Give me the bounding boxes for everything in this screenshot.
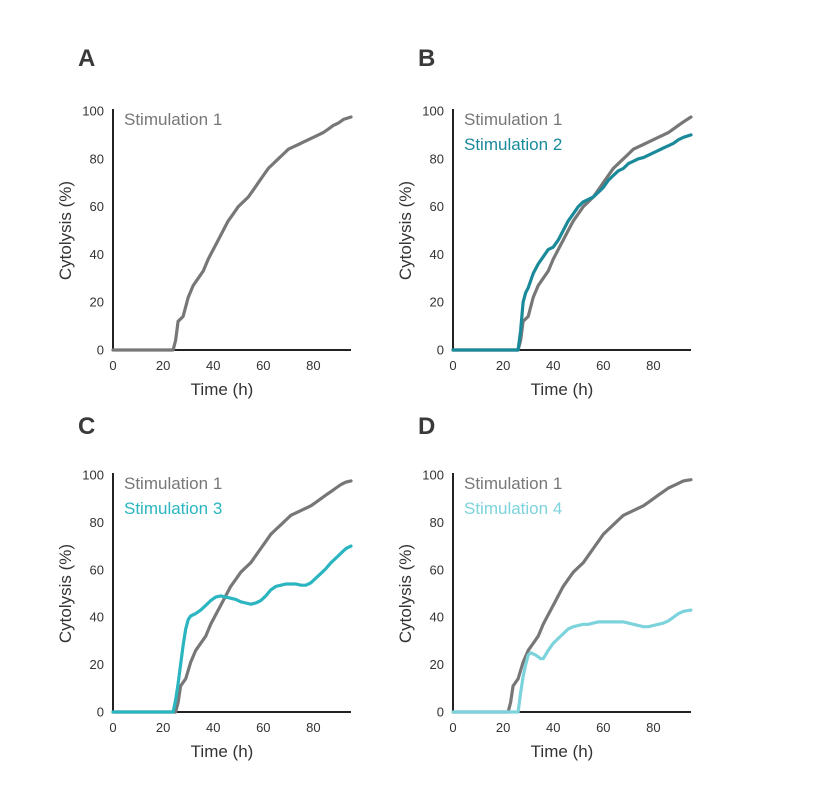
- x-axis-title: Time (h): [531, 742, 594, 761]
- x-tick-label: 40: [546, 720, 560, 735]
- y-tick-label: 0: [97, 343, 104, 358]
- y-tick-label: 0: [97, 705, 104, 720]
- y-tick-label: 60: [430, 562, 444, 577]
- x-tick-label: 40: [206, 358, 220, 373]
- legend-entry: Stimulation 4: [464, 499, 562, 518]
- panel-letter: B: [418, 45, 435, 72]
- y-tick-label: 60: [430, 199, 444, 214]
- y-tick-label: 100: [422, 468, 444, 483]
- y-tick-label: 60: [90, 199, 104, 214]
- x-tick-label: 20: [496, 720, 510, 735]
- y-tick-label: 40: [430, 247, 444, 262]
- x-tick-label: 60: [596, 358, 610, 373]
- x-tick-label: 40: [546, 358, 560, 373]
- x-tick-label: 60: [256, 720, 270, 735]
- y-tick-label: 80: [90, 151, 104, 166]
- x-axis-title: Time (h): [191, 742, 254, 761]
- series-line-stimulation-1: [111, 479, 353, 714]
- x-tick-label: 40: [206, 720, 220, 735]
- series-line-stimulation-3: [111, 544, 353, 714]
- x-axis-title: Time (h): [531, 380, 594, 399]
- panel-a: A 0 20 40 60 80 100 0 20 40 60 80 Time (h) Cytolysis …: [56, 45, 353, 399]
- y-tick-label: 40: [90, 610, 104, 625]
- y-tick-label: 0: [437, 705, 444, 720]
- y-axis-title: Cytolysis (%): [56, 544, 75, 643]
- series-line-stimulation-1: [111, 115, 353, 352]
- x-tick-label: 20: [156, 720, 170, 735]
- legend-entry: Stimulation 1: [124, 110, 222, 129]
- y-tick-label: 20: [430, 295, 444, 310]
- y-axis-title: Cytolysis (%): [56, 181, 75, 280]
- y-tick-label: 40: [90, 247, 104, 262]
- x-tick-label: 80: [306, 720, 320, 735]
- x-axis-title: Time (h): [191, 380, 254, 399]
- x-tick-label: 0: [109, 358, 116, 373]
- x-tick-label: 80: [646, 720, 660, 735]
- legend-entry: Stimulation 2: [464, 135, 562, 154]
- y-tick-label: 100: [82, 104, 104, 119]
- panel-letter: D: [418, 413, 435, 440]
- legend-entry: Stimulation 3: [124, 499, 222, 518]
- series-line-stimulation-2: [451, 133, 693, 352]
- x-tick-label: 20: [156, 358, 170, 373]
- y-tick-label: 20: [90, 295, 104, 310]
- panel-letter: C: [78, 413, 95, 440]
- y-tick-label: 20: [430, 657, 444, 672]
- x-tick-label: 60: [596, 720, 610, 735]
- series-line-stimulation-4: [451, 608, 693, 714]
- x-tick-label: 80: [306, 358, 320, 373]
- y-tick-label: 100: [422, 104, 444, 119]
- y-tick-label: 20: [90, 657, 104, 672]
- y-tick-label: 0: [437, 343, 444, 358]
- y-tick-label: 80: [430, 151, 444, 166]
- x-tick-label: 0: [109, 720, 116, 735]
- x-tick-label: 20: [496, 358, 510, 373]
- legend-entry: Stimulation 1: [464, 474, 562, 493]
- y-tick-label: 100: [82, 468, 104, 483]
- legend-entry: Stimulation 1: [464, 110, 562, 129]
- y-tick-label: 60: [90, 562, 104, 577]
- y-tick-label: 80: [430, 515, 444, 530]
- series-line-stimulation-1: [451, 115, 693, 352]
- legend-entry: Stimulation 1: [124, 474, 222, 493]
- x-tick-label: 80: [646, 358, 660, 373]
- y-tick-label: 40: [430, 610, 444, 625]
- y-axis-title: Cytolysis (%): [396, 544, 415, 643]
- x-tick-label: 60: [256, 358, 270, 373]
- panel-b: B 0 20 40 60 80 100 0 20 40 60 80 Time (h) Cytolysis …: [396, 45, 693, 399]
- x-tick-label: 0: [449, 720, 456, 735]
- y-axis-title: Cytolysis (%): [396, 181, 415, 280]
- panel-d: D 0 20 40 60 80 100 0 20 40 60 80 Time (h) Cytolysis …: [396, 413, 693, 761]
- series-line-stimulation-1: [451, 478, 693, 714]
- panel-c: C 0 20 40 60 80 100 0 20 40 60 80 Time (h) Cytolysis …: [56, 413, 353, 761]
- x-tick-label: 0: [449, 358, 456, 373]
- panel-letter: A: [78, 45, 95, 72]
- y-tick-label: 80: [90, 515, 104, 530]
